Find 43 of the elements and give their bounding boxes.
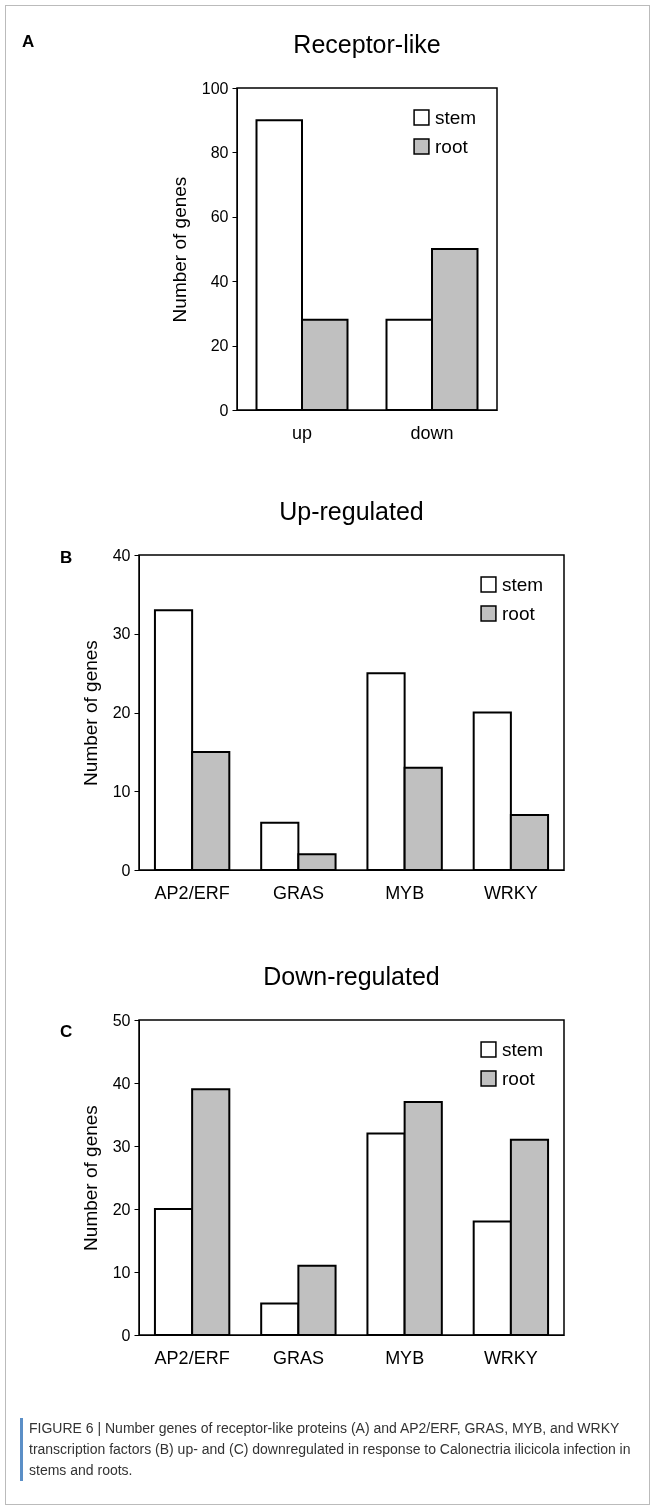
- x-tick-label: MYB: [385, 1347, 425, 1368]
- text: C: [60, 1022, 73, 1042]
- y-axis-title: Number of genes: [79, 640, 101, 786]
- y-tick-label: 20: [112, 1200, 131, 1218]
- chart-title: Down-regulated: [263, 962, 440, 990]
- y-tick-label: 20: [210, 337, 229, 355]
- y-tick-label: 40: [112, 546, 131, 564]
- y-tick-label: 10: [112, 782, 131, 800]
- x-tick-label: AP2/ERF: [154, 1347, 230, 1368]
- x-tick-label: AP2/ERF: [154, 882, 230, 903]
- y-tick-label: 60: [210, 208, 229, 226]
- y-tick-label: 0: [121, 1326, 131, 1344]
- text: B: [60, 548, 73, 568]
- x-tick-label: WRKY: [483, 1347, 538, 1368]
- legend-label: stem: [435, 106, 477, 128]
- y-axis-title: Number of genes: [79, 1105, 101, 1251]
- y-tick-label: 100: [201, 79, 229, 97]
- legend-label: root: [502, 602, 536, 624]
- legend-label: root: [502, 1067, 536, 1089]
- y-tick-label: 40: [112, 1074, 131, 1092]
- x-tick-label: GRAS: [272, 1347, 324, 1368]
- y-axis-title: Number of genes: [168, 176, 190, 323]
- chart-title: Receptor-like: [293, 30, 441, 58]
- y-tick-label: 0: [121, 861, 131, 879]
- y-tick-label: 20: [112, 704, 131, 721]
- chart-title: Up-regulated: [279, 497, 424, 525]
- legend-label: root: [435, 135, 469, 157]
- x-tick-label: down: [410, 422, 454, 443]
- y-tick-label: 30: [112, 1137, 131, 1155]
- y-tick-label: 0: [219, 401, 229, 419]
- x-tick-label: up: [291, 422, 313, 443]
- y-tick-label: 10: [112, 1263, 131, 1281]
- legend-label: stem: [502, 573, 544, 595]
- y-tick-label: 50: [112, 1011, 131, 1029]
- legend-label: stem: [502, 1038, 544, 1060]
- y-tick-label: 30: [112, 625, 131, 643]
- y-tick-label: 80: [210, 143, 229, 161]
- x-tick-label: WRKY: [483, 882, 538, 903]
- y-tick-label: 40: [210, 272, 229, 290]
- x-tick-label: MYB: [385, 882, 425, 903]
- text: A: [22, 32, 35, 52]
- caption: FIGURE 6 | Number genes of receptor-like proteins (A) and AP2/ERF, GRAS, MYB, and WRKY transcription factors (B) up- and (C) downregulated in response to Calonectria ilicicola infection in stems and roots.: [20, 1418, 644, 1481]
- x-tick-label: GRAS: [272, 882, 324, 903]
